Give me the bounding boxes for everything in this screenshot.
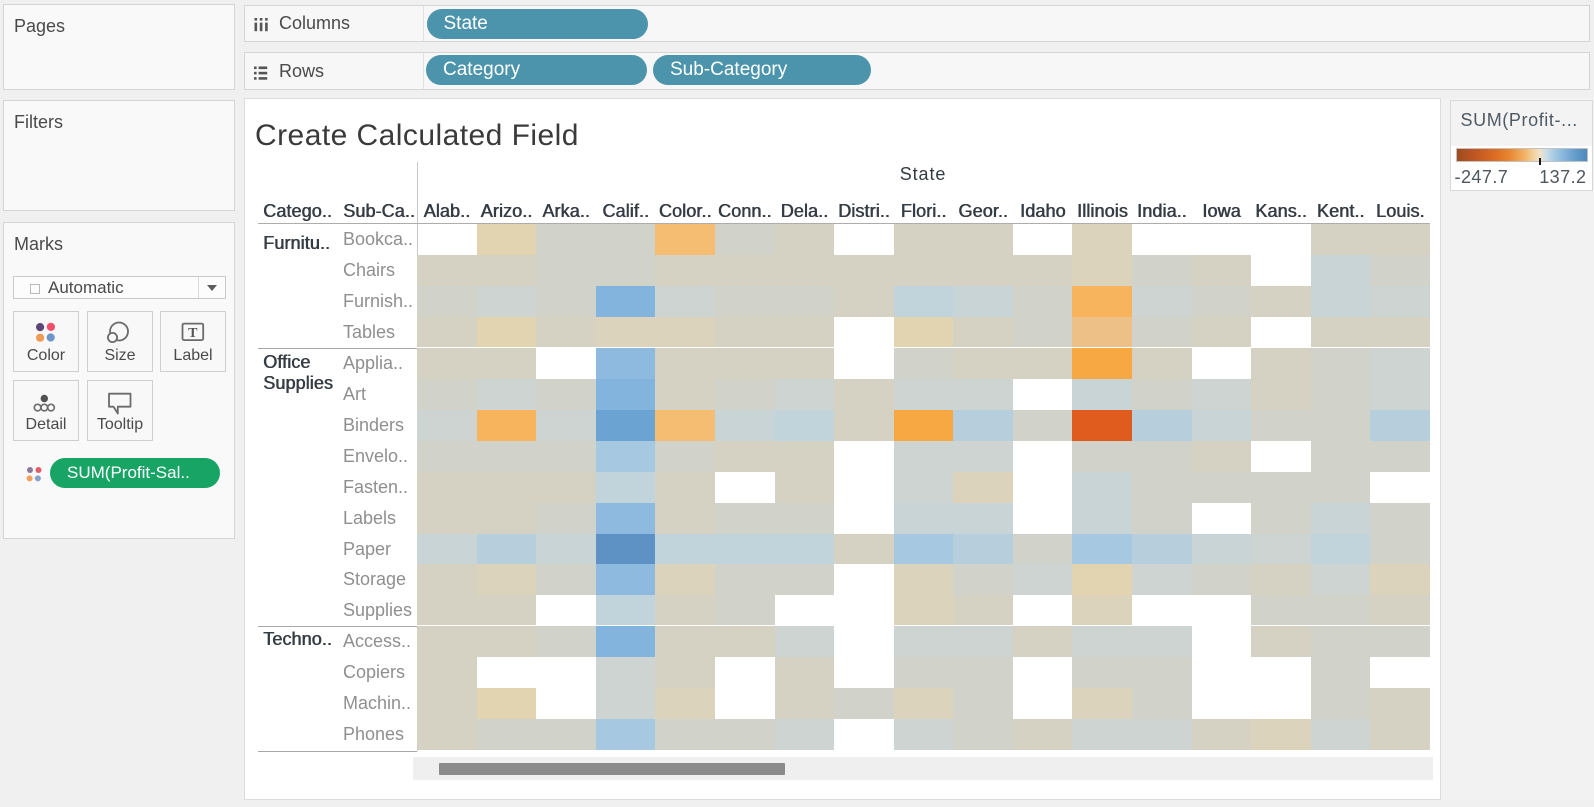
- svg-text:T: T: [188, 326, 198, 341]
